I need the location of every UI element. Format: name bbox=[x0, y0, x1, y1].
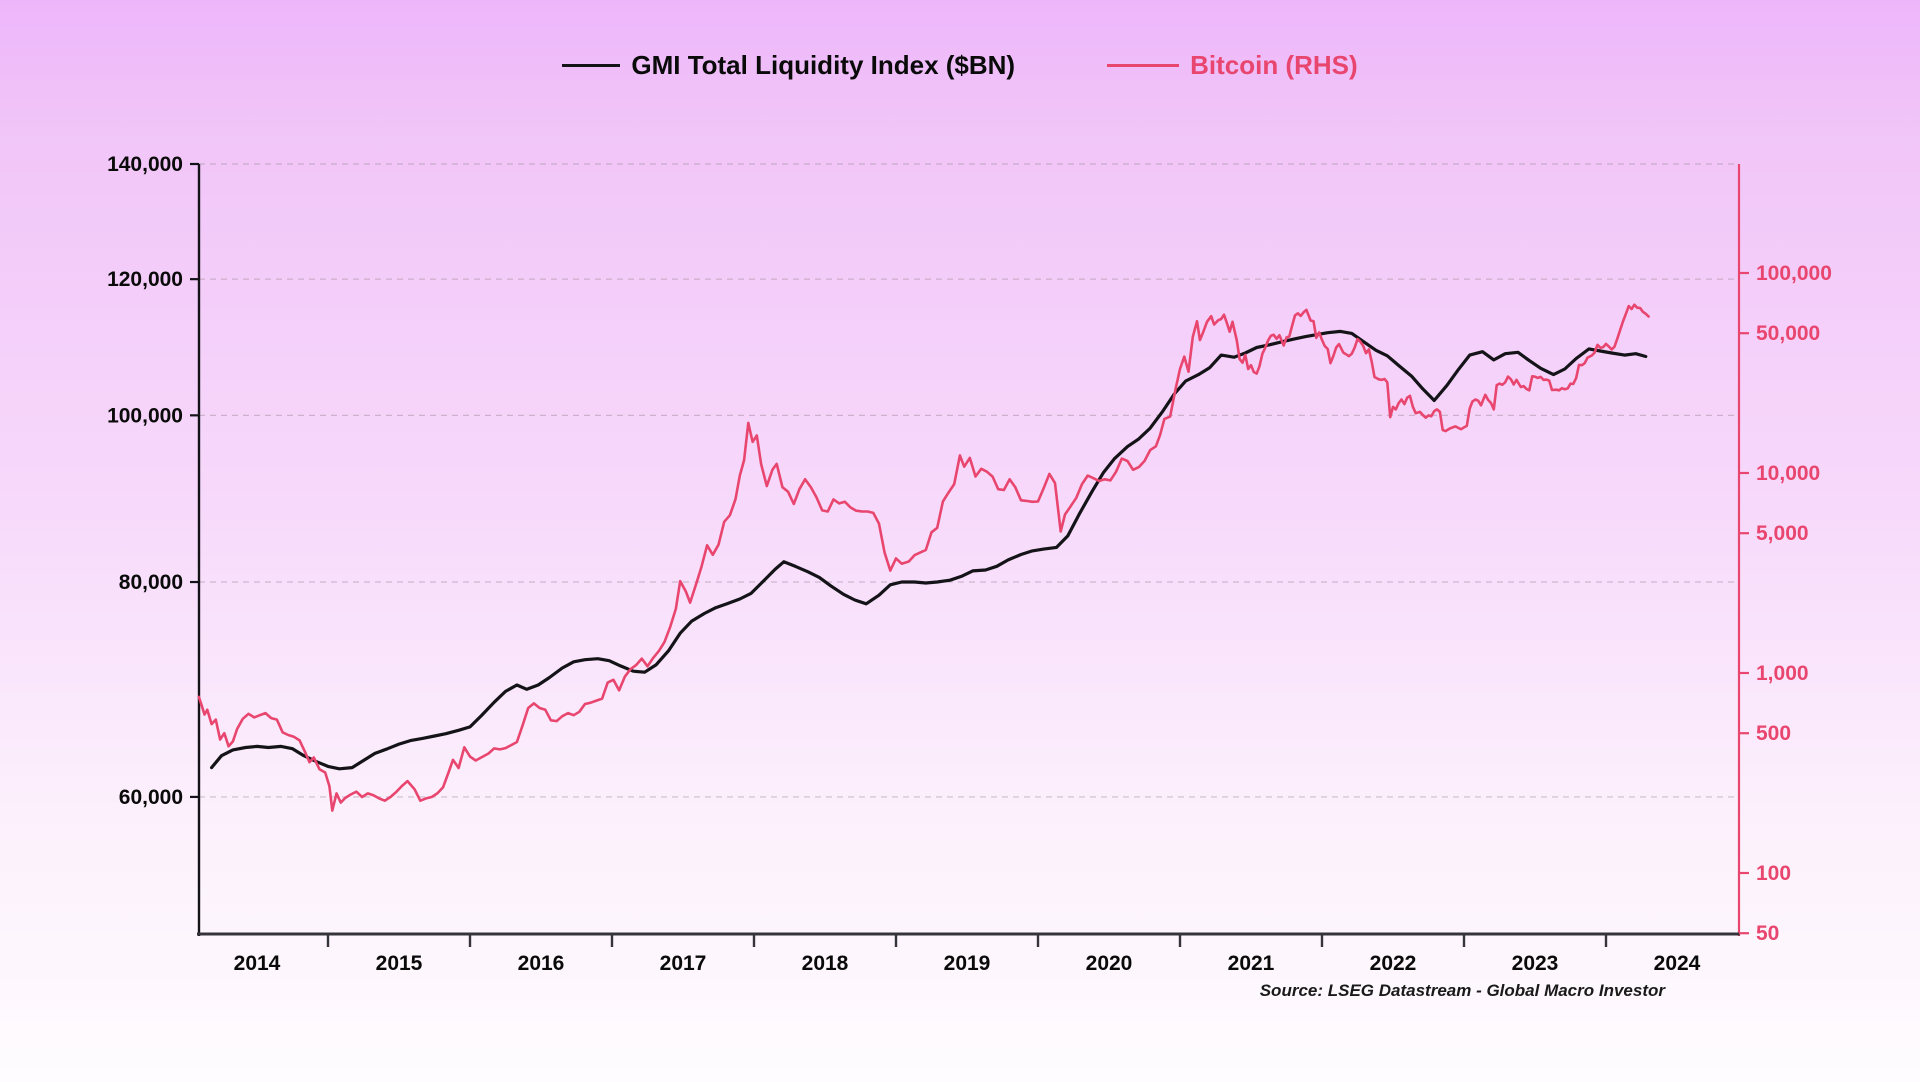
legend-item-gmi: GMI Total Liquidity Index ($BN) bbox=[562, 50, 1015, 81]
year-label: 2021 bbox=[1228, 952, 1275, 975]
year-label: 2019 bbox=[944, 952, 991, 975]
year-label: 2015 bbox=[376, 952, 423, 975]
year-label: 2018 bbox=[802, 952, 849, 975]
legend-item-bitcoin: Bitcoin (RHS) bbox=[1107, 50, 1358, 81]
left-axis-tick-label: 60,000 bbox=[119, 786, 183, 809]
right-axis-tick-label: 50 bbox=[1756, 922, 1779, 945]
year-label: 2016 bbox=[518, 952, 565, 975]
bitcoin-line-swatch bbox=[1107, 64, 1180, 67]
right-axis-tick-label: 500 bbox=[1756, 722, 1791, 745]
left-axis-tick-label: 80,000 bbox=[119, 571, 183, 594]
chart-legend: GMI Total Liquidity Index ($BN) Bitcoin … bbox=[0, 50, 1920, 81]
right-axis-tick-label: 100,000 bbox=[1756, 262, 1832, 285]
year-label: 2022 bbox=[1370, 952, 1417, 975]
bitcoin-legend-label: Bitcoin (RHS) bbox=[1190, 50, 1358, 80]
left-axis-tick-label: 140,000 bbox=[107, 153, 183, 176]
right-axis-tick-label: 50,000 bbox=[1756, 322, 1820, 345]
source-note: Source: LSEG Datastream - Global Macro I… bbox=[1259, 981, 1665, 1000]
right-axis-tick-label: 1,000 bbox=[1756, 662, 1809, 685]
bitcoin-series-line bbox=[197, 303, 1650, 812]
gmi-series-line bbox=[210, 329, 1648, 771]
right-axis-tick-label: 10,000 bbox=[1756, 462, 1820, 485]
year-label: 2023 bbox=[1512, 952, 1559, 975]
left-axis-tick-label: 120,000 bbox=[107, 268, 183, 291]
left-axis-tick-label: 100,000 bbox=[107, 404, 183, 427]
gmi-legend-label: GMI Total Liquidity Index ($BN) bbox=[631, 50, 1016, 80]
right-axis-tick-label: 5,000 bbox=[1756, 522, 1809, 545]
year-label: 2024 bbox=[1654, 952, 1701, 975]
year-label: 2014 bbox=[234, 952, 281, 975]
year-label: 2017 bbox=[660, 952, 707, 975]
gmi-line-swatch bbox=[562, 64, 621, 67]
year-label: 2020 bbox=[1086, 952, 1133, 975]
right-axis-tick-label: 100 bbox=[1756, 862, 1791, 885]
